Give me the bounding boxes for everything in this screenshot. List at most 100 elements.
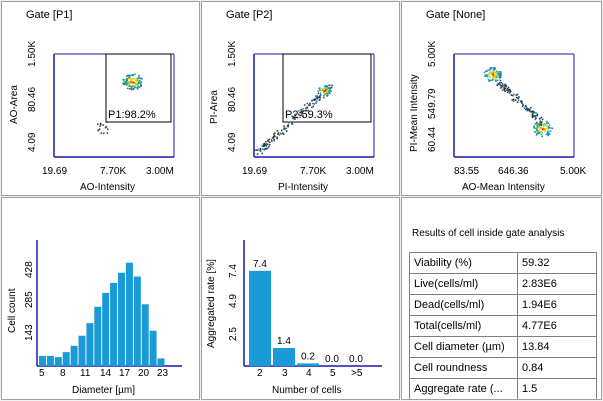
scatter-dot <box>270 138 273 141</box>
scatter-plot-p1[interactable] <box>2 2 200 196</box>
scatter-dot <box>330 86 333 89</box>
scatter-dot <box>265 145 268 147</box>
scatter-dot <box>319 93 322 96</box>
scatter-dot <box>541 132 544 134</box>
aggregation-histogram[interactable]: 7.4 1.4 0.2 0.0 0.0 <box>202 198 400 400</box>
scatter-dot <box>298 110 300 112</box>
scatter-panel-none[interactable]: Gate [None] PI-Mean Intensity 60.44 549.… <box>401 1 602 196</box>
scatter-dot <box>493 67 495 69</box>
scatter-dot <box>489 79 492 81</box>
histogram-bar <box>70 345 78 366</box>
histogram-bar <box>149 330 157 366</box>
scatter-dot <box>485 74 488 77</box>
scatter-dot <box>536 126 539 128</box>
scatter-dot <box>103 132 105 135</box>
scatter-dot <box>538 123 540 125</box>
scatter-dot <box>260 150 262 152</box>
scatter-dot <box>323 87 326 89</box>
scatter-dot <box>131 85 133 88</box>
scatter-dot <box>539 127 541 129</box>
bar-data-label: 0.0 <box>325 354 339 365</box>
histogram-bar <box>39 355 46 366</box>
scatter-dot <box>262 145 264 148</box>
scatter-dot <box>134 86 136 88</box>
x-tick-label: 17 <box>119 368 131 379</box>
scatter-dot <box>541 135 543 138</box>
scatter-dot <box>492 72 494 74</box>
scatter-dot <box>124 81 126 83</box>
scatter-dot <box>287 123 289 126</box>
scatter-dot <box>292 117 294 120</box>
scatter-dot <box>277 132 280 134</box>
scatter-dot <box>538 132 540 134</box>
panel-title: Gate [P1] <box>26 9 73 21</box>
scatter-dot <box>126 78 129 80</box>
scatter-dot <box>486 70 488 72</box>
y-tick-label: 1.50K <box>227 40 238 67</box>
scatter-dot <box>331 84 333 87</box>
y-axis-label: Cell count <box>7 288 18 333</box>
scatter-dot <box>504 84 507 86</box>
scatter-dot <box>517 96 520 99</box>
result-value: 4.77E6 <box>517 315 597 337</box>
x-axis-label: AO-Mean Intensity <box>462 182 545 193</box>
scatter-dot <box>128 88 131 90</box>
scatter-dot <box>315 97 318 100</box>
scatter-dot <box>521 102 523 104</box>
scatter-dot <box>492 68 495 70</box>
scatter-dot <box>489 74 491 76</box>
scatter-plot-p2[interactable] <box>202 2 400 196</box>
y-tick-label: 285 <box>24 291 35 308</box>
scatter-dot <box>314 99 316 102</box>
scatter-dot <box>546 133 548 135</box>
scatter-dot <box>137 77 140 79</box>
scatter-plot-none[interactable] <box>402 2 602 196</box>
scatter-dot <box>131 88 133 91</box>
scatter-dot <box>255 149 257 151</box>
scatter-dot <box>315 102 317 104</box>
scatter-panel-p2[interactable]: Gate [P2] P2:59.3% PI-Area 4.09 80.46 1.… <box>201 1 400 196</box>
scatter-dot <box>300 114 303 116</box>
scatter-dot <box>266 143 269 145</box>
scatter-dot <box>126 79 128 82</box>
y-axis-label: PI-Area <box>209 90 220 124</box>
scatter-dot <box>494 68 496 70</box>
scatter-dot <box>491 72 493 74</box>
y-axis-label: PI-Mean Intensity <box>409 74 420 152</box>
scatter-dot <box>138 86 141 88</box>
scatter-dot <box>307 109 310 112</box>
scatter-dot <box>126 75 128 77</box>
scatter-dot <box>123 81 126 83</box>
scatter-dot <box>326 95 328 97</box>
histogram-bar <box>157 358 165 366</box>
scatter-dot <box>132 81 134 83</box>
scatter-dot <box>493 77 496 79</box>
scatter-dot <box>548 126 550 129</box>
diameter-histogram[interactable] <box>2 198 200 400</box>
scatter-dot <box>314 95 317 97</box>
scatter-panel-p1[interactable]: Gate [P1] P1:98.2% AO-Area 4.09 80.46 1.… <box>1 1 200 196</box>
aggregation-histogram-panel[interactable]: 7.4 1.4 0.2 0.0 0.0 Aggregated rate [%] 2.5 … <box>201 197 400 400</box>
scatter-dot <box>538 130 540 133</box>
scatter-dot <box>540 124 542 126</box>
scatter-dot <box>125 78 127 81</box>
scatter-dot <box>326 88 329 90</box>
scatter-dot <box>126 84 128 86</box>
scatter-dot <box>499 82 501 84</box>
scatter-dot <box>268 143 271 146</box>
scatter-dot <box>525 106 527 108</box>
scatter-dot <box>132 85 135 87</box>
scatter-dot <box>131 84 134 87</box>
scatter-dot <box>313 103 315 105</box>
scatter-dot <box>287 125 289 128</box>
scatter-dot <box>532 110 535 113</box>
scatter-dot <box>328 90 330 92</box>
scatter-dot <box>499 87 502 89</box>
scatter-dot <box>323 90 325 92</box>
scatter-dot <box>496 84 498 87</box>
diameter-histogram-panel[interactable]: Cell count 143 285 428 5 8 11 14 17 20 2… <box>1 197 200 400</box>
scatter-dot <box>537 132 540 135</box>
results-title: Results of cell inside gate analysis <box>412 228 565 239</box>
scatter-dot <box>544 123 546 125</box>
bar-data-label: 0.2 <box>301 351 315 362</box>
